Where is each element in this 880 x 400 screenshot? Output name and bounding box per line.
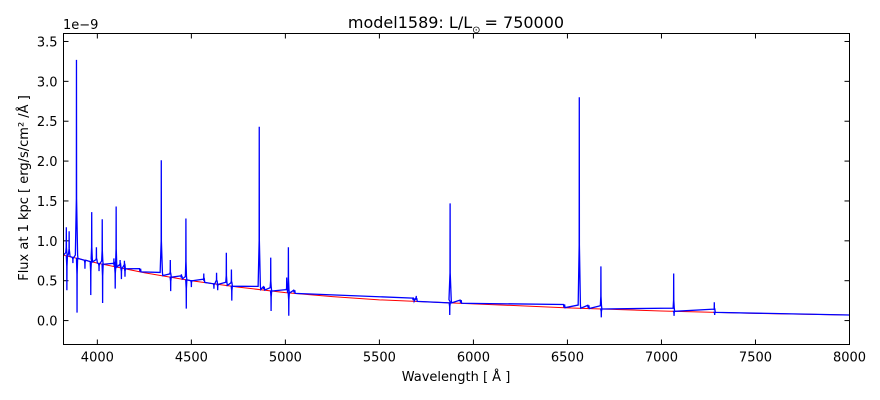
y-axis-label: Flux at 1 kpc [ erg/s/cm² /Å ] [16, 95, 32, 281]
x-tick-label: 7000 [645, 351, 678, 366]
x-tick-label: 7500 [739, 351, 772, 366]
y-offset-label: 1e−9 [63, 18, 98, 33]
title-sun-symbol: ⊙ [472, 25, 480, 36]
x-tick-label: 6000 [457, 351, 490, 366]
y-tick-label: 2.0 [37, 155, 58, 170]
plot-frame [63, 33, 850, 345]
y-tick-label: 1.5 [37, 195, 58, 210]
y-tick-label: 3.0 [37, 75, 58, 90]
y-tick-label: 0.0 [37, 315, 58, 330]
x-tick-label: 4000 [81, 351, 114, 366]
y-tick-label: 3.5 [37, 35, 58, 50]
y-tick-label: 1.0 [37, 235, 58, 250]
x-tick-label: 8000 [833, 351, 866, 366]
x-tick-label: 5500 [363, 351, 396, 366]
title-main: model1589: L/L [348, 13, 472, 32]
y-tick-label: 0.5 [37, 275, 58, 290]
spectrum-line [63, 59, 849, 318]
y-tick-label: 2.5 [37, 115, 58, 130]
x-axis-label: Wavelength [ Å ] [402, 369, 511, 385]
x-tick-label: 6500 [551, 351, 584, 366]
chart-title: model1589: L/L⊙ = 750000 [348, 13, 564, 36]
x-tick-label: 4500 [175, 351, 208, 366]
continuum-line [63, 254, 849, 316]
x-tick-label: 5000 [269, 351, 302, 366]
title-value: = 750000 [485, 13, 565, 32]
